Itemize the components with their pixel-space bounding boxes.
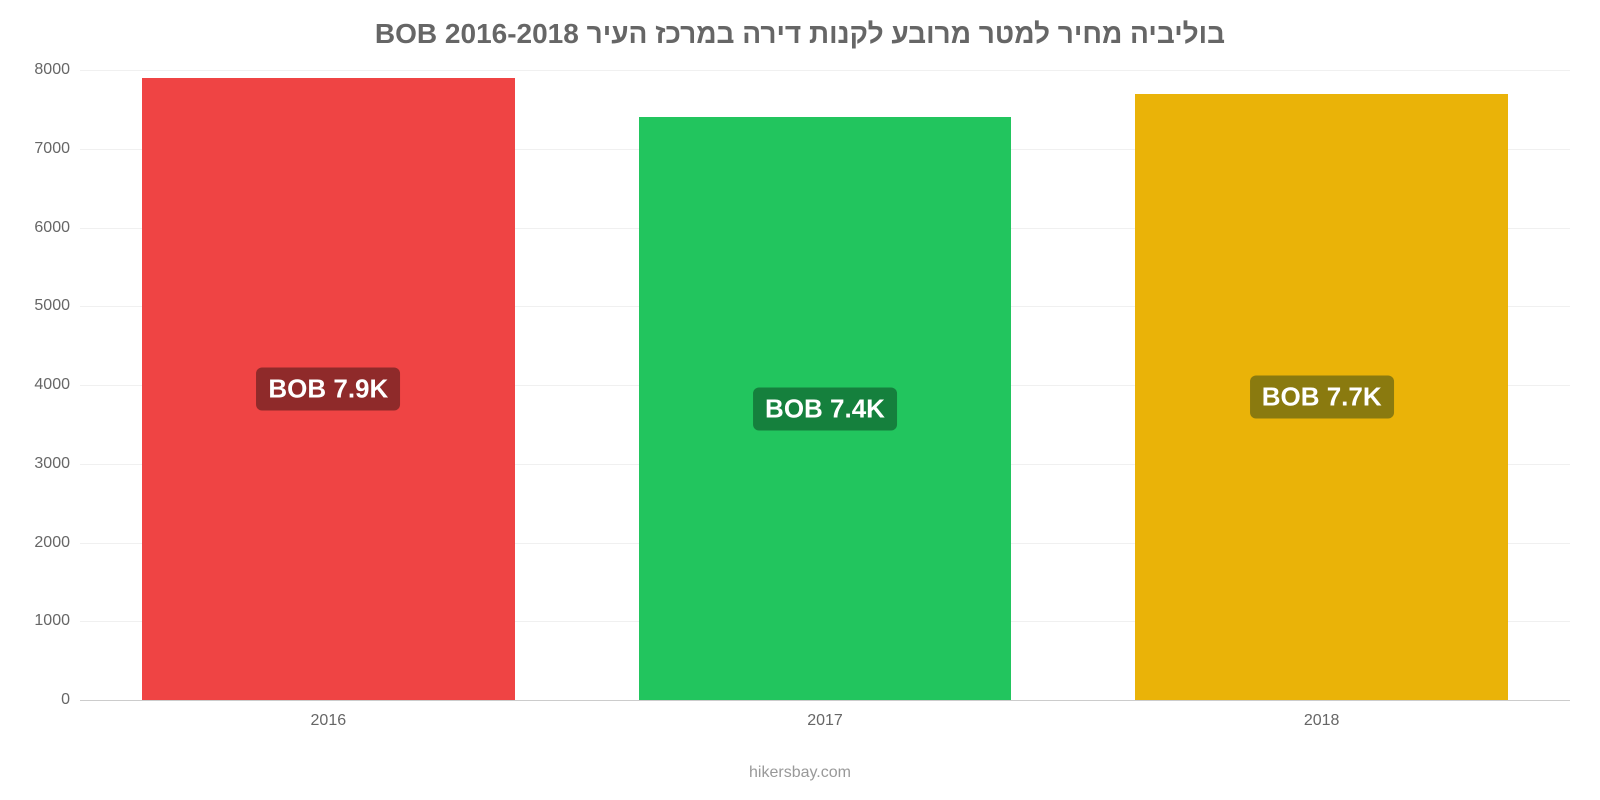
chart-title: בוליביה מחיר למטר מרובע לקנות דירה במרכז… — [0, 18, 1600, 50]
y-tick-label: 2000 — [10, 534, 70, 552]
y-tick-label: 3000 — [10, 455, 70, 473]
bar-value-label: BOB 7.7K — [1250, 375, 1394, 418]
y-tick-label: 1000 — [10, 612, 70, 630]
plot-area: BOB 7.9K BOB 7.4K BOB 7.7K — [80, 70, 1570, 700]
y-tick-label: 6000 — [10, 219, 70, 237]
x-tick-label: 2016 — [311, 712, 347, 730]
grid-line — [80, 70, 1570, 71]
y-tick-label: 7000 — [10, 140, 70, 158]
y-tick-label: 0 — [10, 691, 70, 709]
y-tick-label: 4000 — [10, 376, 70, 394]
x-tick-label: 2018 — [1304, 712, 1340, 730]
y-tick-label: 8000 — [10, 61, 70, 79]
chart-container: בוליביה מחיר למטר מרובע לקנות דירה במרכז… — [0, 0, 1600, 800]
bar-value-label: BOB 7.4K — [753, 387, 897, 430]
bar-value-label: BOB 7.9K — [256, 367, 400, 410]
baseline — [80, 700, 1570, 701]
x-tick-label: 2017 — [807, 712, 843, 730]
chart-footer: hikersbay.com — [0, 764, 1600, 782]
y-tick-label: 5000 — [10, 297, 70, 315]
